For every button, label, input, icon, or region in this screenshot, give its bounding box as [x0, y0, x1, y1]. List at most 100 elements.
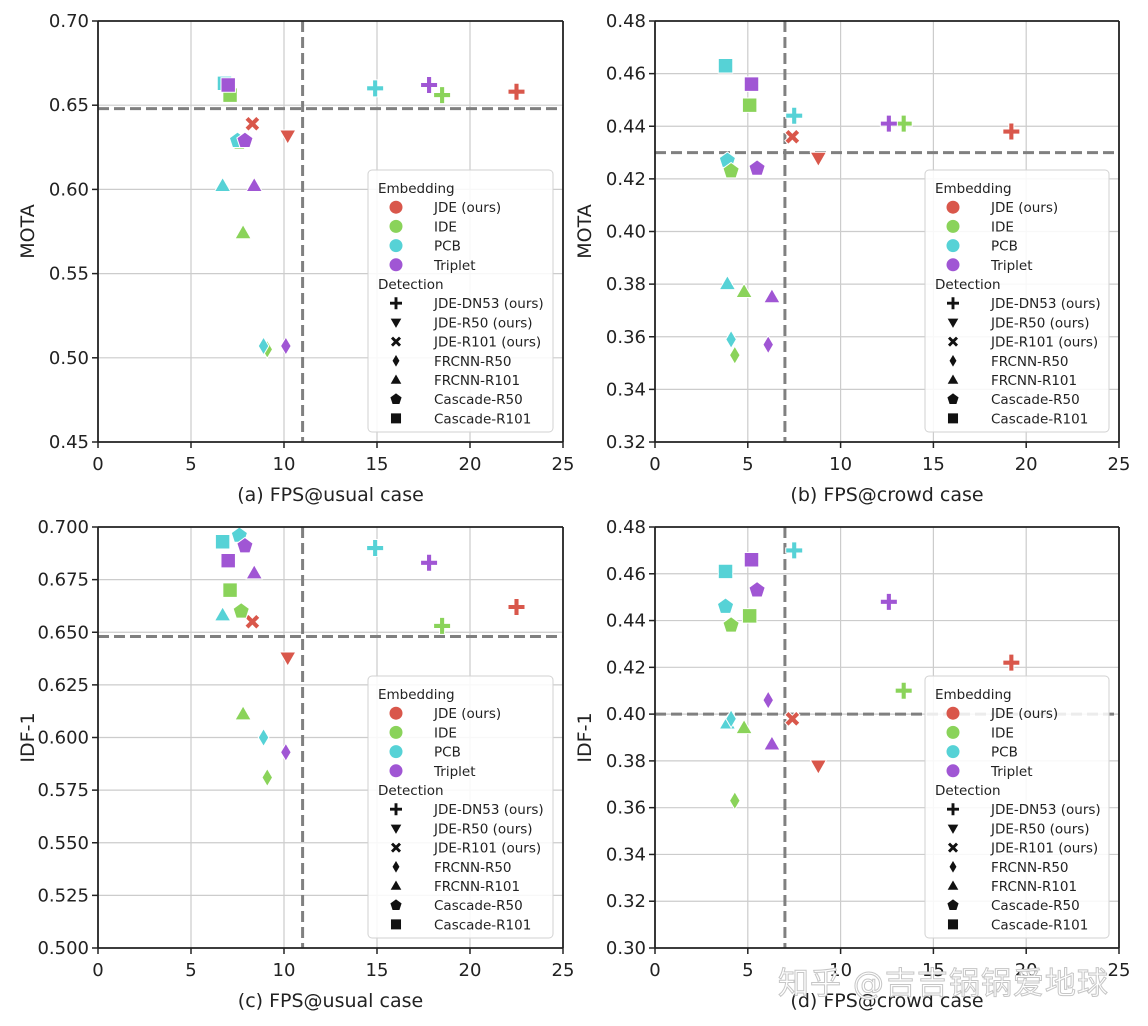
data-point-pcb-tri-up — [213, 605, 232, 622]
data-point-triplet-pentagon — [236, 131, 254, 148]
legend-swatch-pcb — [946, 745, 960, 759]
data-point-triplet-tri-up — [762, 735, 781, 751]
y-tick-label: 0.65 — [49, 95, 89, 116]
legend-label-tri-up: FRCNN-R101 — [991, 879, 1077, 895]
legend: Embedding JDE (ours) IDE PCB Triplet Detectio… — [924, 675, 1110, 939]
legend-label-tri-up: FRCNN-R101 — [991, 373, 1077, 389]
data-point-triplet-pentagon — [748, 159, 766, 176]
legend-marker-tri-down — [388, 823, 404, 836]
y-tick-label: 0.40 — [606, 222, 646, 243]
x-axis-label: (a) FPS@usual case — [237, 484, 424, 506]
data-point-ide-square — [741, 608, 758, 624]
x-tick-label: 25 — [1108, 960, 1131, 981]
y-tick-label: 0.36 — [606, 798, 646, 819]
legend-label-square: Cascade-R101 — [991, 917, 1088, 933]
legend-label-ide: IDE — [434, 725, 457, 741]
legend-swatch-jde — [946, 200, 960, 214]
y-tick-label: 0.44 — [606, 116, 646, 137]
data-point-ide-tri-up — [234, 223, 253, 240]
y-tick-label: 0.575 — [37, 780, 89, 801]
legend-marker-square — [389, 412, 403, 425]
data-point-ide-diamond — [728, 790, 741, 811]
x-tick-label: 5 — [185, 454, 196, 475]
data-point-ide-tri-up — [735, 282, 754, 299]
legend-detection-title: Detection — [935, 783, 1001, 799]
y-axis-label: MOTA — [574, 204, 596, 258]
legend-swatch-triplet — [946, 764, 960, 778]
legend-marker-diamond — [391, 352, 401, 369]
legend-detection-title: Detection — [378, 783, 444, 799]
y-axis-label: IDF-1 — [574, 712, 596, 762]
y-tick-label: 0.34 — [606, 379, 646, 400]
legend-marker-x — [946, 335, 960, 349]
data-point-pcb-plus — [785, 541, 804, 560]
legend-marker-square — [946, 918, 960, 931]
y-tick-label: 0.675 — [37, 570, 89, 591]
data-point-ide-tri-up — [735, 718, 754, 735]
legend-label-pcb: PCB — [434, 745, 461, 761]
legend-frame — [367, 169, 554, 433]
legend-label-jde: JDE (ours) — [433, 200, 501, 216]
y-tick-label: 0.30 — [606, 938, 646, 959]
x-tick-label: 15 — [922, 960, 945, 981]
y-tick-label: 0.32 — [606, 432, 646, 453]
x-tick-label: 5 — [742, 960, 753, 981]
x-tick-label: 25 — [552, 454, 575, 475]
data-point-triplet-square — [220, 77, 236, 93]
data-point-ide-plus — [433, 616, 452, 635]
legend-marker-plus — [946, 296, 960, 311]
legend-label-ide: IDE — [991, 219, 1014, 235]
legend-swatch-jde — [389, 200, 403, 214]
legend-label-tri-down: JDE-R50 (ours) — [433, 315, 533, 331]
x-tick-label: 20 — [1015, 454, 1038, 475]
y-tick-label: 0.550 — [37, 833, 89, 854]
legend-label-pcb: PCB — [434, 239, 461, 255]
data-point-triplet-tri-up — [762, 287, 781, 304]
legend-embedding-title: Embedding — [935, 181, 1012, 197]
x-axis-label: (b) FPS@crowd case — [790, 484, 983, 506]
x-tick-label: 10 — [273, 454, 296, 475]
data-point-triplet-square — [220, 552, 236, 569]
data-point-pcb-tri-up — [213, 176, 232, 193]
legend-label-tri-up: FRCNN-R101 — [434, 879, 520, 895]
data-point-pcb-diamond — [257, 727, 270, 748]
data-point-triplet-diamond — [762, 690, 775, 710]
data-point-triplet-pentagon — [236, 536, 254, 554]
y-tick-label: 0.32 — [606, 891, 646, 912]
legend-label-diamond: FRCNN-R50 — [991, 860, 1069, 876]
legend-label-triplet: Triplet — [990, 764, 1032, 780]
legend-frame — [924, 675, 1110, 939]
legend-frame — [367, 675, 554, 939]
legend-label-triplet: Triplet — [990, 258, 1032, 274]
legend-label-pentagon: Cascade-R50 — [991, 392, 1080, 408]
x-tick-label: 15 — [366, 960, 389, 981]
legend-label-x: JDE-R101 (ours) — [433, 335, 541, 351]
legend-label-ide: IDE — [991, 725, 1014, 741]
legend-marker-diamond — [948, 858, 958, 875]
data-point-triplet-pentagon — [748, 581, 766, 598]
legend-label-square: Cascade-R101 — [991, 411, 1088, 427]
legend-detection-title: Detection — [935, 277, 1001, 293]
x-tick-label: 15 — [922, 454, 945, 475]
data-point-pcb-plus — [366, 539, 385, 558]
data-point-jde-tri-down — [278, 129, 297, 146]
legend: Embedding JDE (ours) IDE PCB Triplet Detectio… — [367, 675, 554, 939]
y-tick-label: 0.45 — [49, 432, 89, 453]
data-point-jde-tri-down — [809, 151, 828, 168]
data-point-ide-diamond — [728, 345, 741, 366]
data-point-jde-plus — [1002, 122, 1021, 141]
data-point-jde-x — [244, 613, 261, 630]
x-tick-label: 25 — [1108, 454, 1131, 475]
legend-label-plus: JDE-DN53 (ours) — [433, 296, 544, 312]
data-point-jde-x — [784, 710, 801, 728]
legend-marker-square — [389, 918, 403, 931]
legend: Embedding JDE (ours) IDE PCB Triplet Detectio… — [367, 169, 554, 433]
y-tick-label: 0.42 — [606, 169, 646, 190]
y-tick-label: 0.600 — [37, 728, 89, 749]
data-point-triplet-diamond — [280, 742, 292, 763]
data-point-triplet-plus — [879, 592, 898, 611]
data-point-jde-x — [784, 128, 801, 145]
y-tick-label: 0.34 — [606, 844, 646, 865]
legend-label-square: Cascade-R101 — [434, 917, 531, 933]
legend-marker-pentagon — [946, 898, 960, 911]
